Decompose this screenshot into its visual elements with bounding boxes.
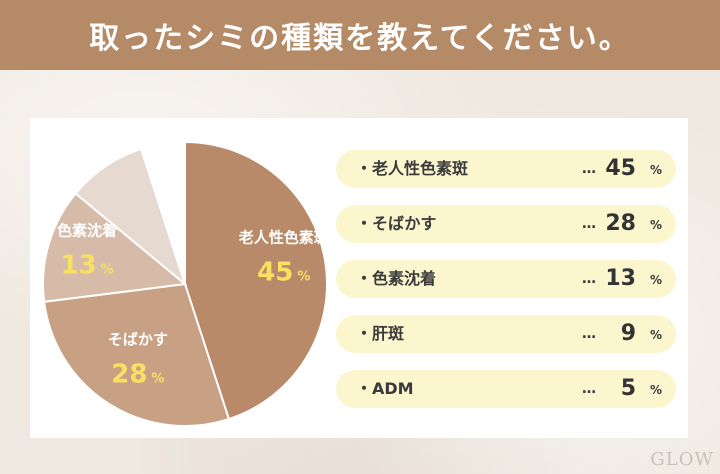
legend-row-1: ・老人性色素斑 … 45 % bbox=[336, 150, 676, 188]
legend-bullet: ・ bbox=[356, 379, 373, 398]
legend-row-4: ・肝斑 … 9 % bbox=[336, 315, 676, 353]
legend: ・老人性色素斑 … 45 % ・そばかす … 28 % ・色素沈着 … 13 %… bbox=[336, 150, 676, 425]
legend-bullet: ・ bbox=[356, 214, 373, 233]
legend-bullet: ・ bbox=[356, 324, 373, 343]
pie-chart: 老人性色素斑 45 % そばかす 28 % 色素沈着 13% bbox=[42, 140, 329, 427]
header-banner: 取ったシミの種類を教えてください。 bbox=[0, 0, 720, 70]
legend-dots: … bbox=[582, 216, 596, 232]
slice-label: 色素沈着 bbox=[57, 222, 117, 240]
legend-item-label: そばかす bbox=[372, 214, 437, 233]
pie-slice-1 bbox=[184, 140, 328, 421]
legend-row-2: ・そばかす … 28 % bbox=[336, 205, 676, 243]
legend-row-3: ・色素沈着 … 13 % bbox=[336, 260, 676, 298]
legend-item-label: 肝斑 bbox=[372, 324, 405, 343]
pie-slice-5 bbox=[139, 140, 186, 285]
legend-percent: % bbox=[649, 383, 662, 397]
page-title: 取ったシミの種類を教えてください。 bbox=[89, 21, 631, 56]
legend-item-label: 老人性色素斑 bbox=[372, 159, 469, 178]
legend-dots: … bbox=[582, 161, 596, 177]
slice-value: 45% bbox=[257, 257, 310, 287]
legend-label: ・肝斑 bbox=[356, 315, 404, 353]
legend-bullet: ・ bbox=[356, 159, 373, 178]
slice-label: そばかす bbox=[108, 330, 168, 348]
legend-dots: … bbox=[582, 326, 596, 342]
legend-value: 28 bbox=[605, 211, 636, 236]
slice-value: 28% bbox=[111, 359, 164, 389]
legend-label: ・そばかす bbox=[356, 205, 436, 243]
legend-percent: % bbox=[649, 273, 662, 287]
legend-label: ・老人性色素斑 bbox=[356, 150, 468, 188]
pie-slice-2 bbox=[43, 282, 231, 427]
pie-slice-3 bbox=[42, 192, 188, 303]
legend-item-label: 色素沈着 bbox=[372, 269, 437, 288]
legend-value: 5 bbox=[620, 376, 636, 401]
legend-row-5: ・ADM … 5 % bbox=[336, 370, 676, 408]
legend-percent: % bbox=[649, 328, 662, 342]
legend-label: ・ADM bbox=[356, 370, 414, 408]
slice-value: 13% bbox=[60, 251, 113, 281]
pie-slice-4 bbox=[74, 147, 188, 287]
slice-label: 老人性色素斑 bbox=[238, 228, 329, 246]
legend-percent: % bbox=[649, 218, 662, 232]
watermark-logo: GLOW bbox=[650, 449, 714, 470]
legend-bullet: ・ bbox=[356, 269, 373, 288]
legend-label: ・色素沈着 bbox=[356, 260, 436, 298]
legend-dots: … bbox=[582, 271, 596, 287]
legend-percent: % bbox=[649, 163, 662, 177]
legend-value: 45 bbox=[605, 156, 636, 181]
legend-value: 13 bbox=[605, 266, 636, 291]
legend-value: 9 bbox=[620, 321, 636, 346]
legend-item-label: ADM bbox=[372, 379, 414, 398]
legend-dots: … bbox=[582, 381, 596, 397]
